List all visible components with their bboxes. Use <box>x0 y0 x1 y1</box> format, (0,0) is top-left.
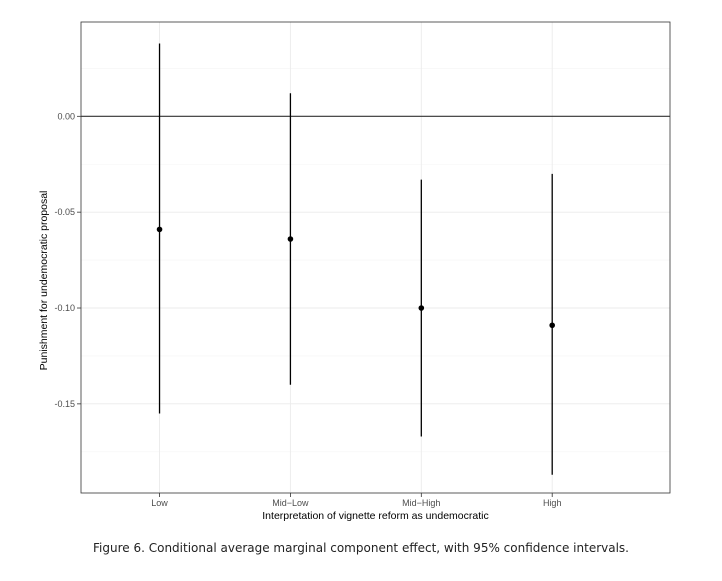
grid-lines <box>81 22 670 493</box>
figure-caption: Figure 6. Conditional average marginal c… <box>93 541 629 555</box>
x-tick-label: Mid−High <box>402 498 440 508</box>
x-tick-label: Low <box>151 498 168 508</box>
y-tick-label: -0.15 <box>54 399 75 409</box>
x-axis-title: Interpretation of vignette reform as und… <box>262 510 488 522</box>
y-tick-label: -0.10 <box>54 303 75 313</box>
point-estimate-1 <box>287 236 294 242</box>
x-tick-label: Mid−Low <box>272 498 309 508</box>
y-tick-label: 0.00 <box>57 111 75 121</box>
y-tick-label: -0.05 <box>54 207 75 217</box>
plot-panel-border <box>80 21 671 494</box>
data-marks <box>156 43 555 475</box>
y-axis: 0.00 -0.05 -0.10 -0.15 <box>54 111 81 409</box>
point-estimate-2 <box>418 305 425 311</box>
y-axis-title: Punishment for undemocratic proposal <box>38 191 50 371</box>
point-estimate-3 <box>549 322 555 329</box>
chart: 0.00 -0.05 -0.10 -0.15 Low Mid−Low Mid−High Hi… <box>38 21 671 522</box>
point-estimate-0 <box>156 226 163 233</box>
x-tick-label: High <box>543 498 562 508</box>
x-axis: Low Mid−Low Mid−High High <box>151 493 561 508</box>
